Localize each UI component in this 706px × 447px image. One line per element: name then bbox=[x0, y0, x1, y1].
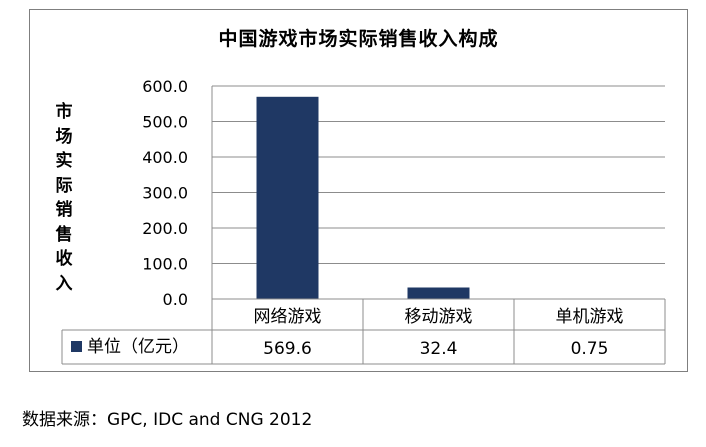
bar-移动游戏 bbox=[407, 287, 470, 299]
legend-label: 单位（亿元） bbox=[87, 337, 189, 357]
y-tick-label: 100.0 bbox=[142, 255, 188, 274]
data-label: 0.75 bbox=[571, 339, 609, 359]
y-axis-label: 市场实际销售收入 bbox=[55, 102, 73, 294]
y-tick-label: 600.0 bbox=[142, 77, 188, 96]
y-tick-label: 500.0 bbox=[142, 113, 188, 132]
data-label: 32.4 bbox=[420, 339, 458, 359]
y-tick-label: 0.0 bbox=[163, 290, 188, 309]
legend-swatch bbox=[71, 341, 82, 352]
y-tick-label: 300.0 bbox=[142, 184, 188, 203]
data-label: 569.6 bbox=[263, 339, 312, 359]
x-category-label: 单机游戏 bbox=[556, 307, 624, 327]
chart-title: 中国游戏市场实际销售收入构成 bbox=[218, 28, 499, 50]
source-note: 数据来源：GPC, IDC and CNG 2012 bbox=[22, 410, 313, 430]
y-tick-label: 400.0 bbox=[142, 148, 188, 167]
y-tick-label: 200.0 bbox=[142, 219, 188, 238]
x-category-label: 移动游戏 bbox=[405, 307, 473, 327]
chart-frame bbox=[29, 9, 688, 372]
x-category-label: 网络游戏 bbox=[254, 307, 322, 327]
bar-网络游戏 bbox=[256, 96, 319, 300]
